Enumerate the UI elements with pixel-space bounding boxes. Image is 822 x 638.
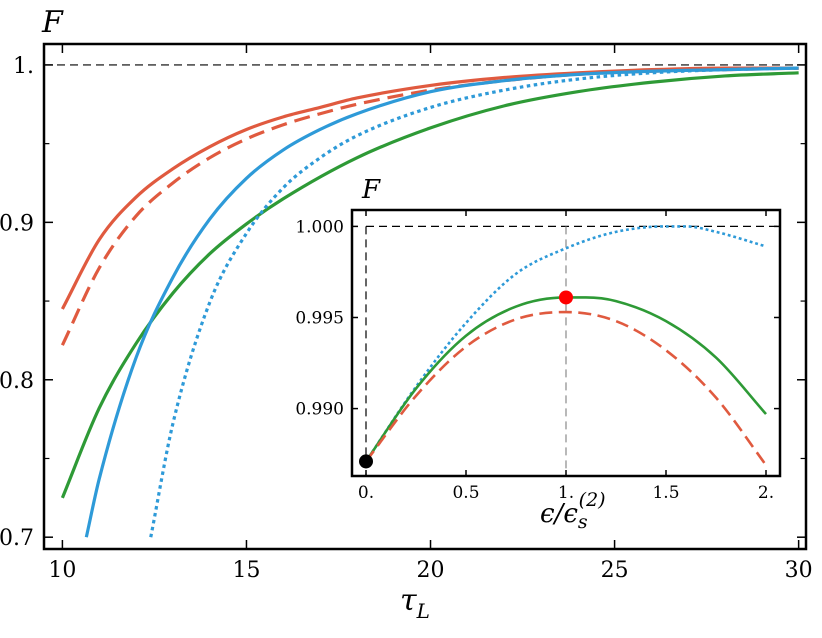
main-series bbox=[60, 66, 799, 538]
inset-x-ticks: 0. 0.5 1. 1.5 2. bbox=[358, 210, 774, 503]
main-y-tick-label: 1. bbox=[13, 54, 34, 79]
main-plot-frame bbox=[42, 42, 808, 551]
main-y-tick-label: 0.9 bbox=[0, 211, 34, 236]
main-y-tick-label: 0.8 bbox=[0, 369, 34, 394]
inset-series-line-3 bbox=[364, 310, 768, 466]
inset-series-line-2 bbox=[364, 296, 767, 463]
inset-y-ticks: 0.990 0.995 1.000 bbox=[295, 217, 780, 420]
inset-y-tick-label: 0.995 bbox=[295, 308, 344, 328]
marker-point-2 bbox=[559, 290, 573, 305]
inset-reference-lines bbox=[365, 225, 780, 476]
inset-markers bbox=[359, 290, 573, 469]
main-x-axis-title: τL bbox=[400, 583, 430, 623]
main-x-tick-label: 20 bbox=[417, 558, 445, 583]
main-x-tick-label: 15 bbox=[232, 558, 260, 583]
inset-x-tick-label: 0. bbox=[358, 483, 374, 503]
inset-x-tick-label: 1. bbox=[558, 483, 574, 503]
inset-y-axis-title: F bbox=[361, 175, 381, 205]
main-series-line-4 bbox=[84, 66, 799, 538]
inset-x-tick-label: 1.5 bbox=[652, 483, 679, 503]
inset-x-tick-label: 0.5 bbox=[452, 483, 479, 503]
main-y-axis-title: F bbox=[41, 5, 64, 40]
main-x-tick-label: 10 bbox=[48, 558, 76, 583]
inset-y-tick-label: 0.990 bbox=[295, 400, 344, 420]
main-y-tick-label: 0.7 bbox=[0, 526, 34, 551]
marker-point-1 bbox=[359, 454, 373, 469]
main-x-tick-label: 25 bbox=[601, 558, 629, 583]
inset-series bbox=[364, 225, 768, 466]
main-plot: 10 15 20 25 30 0.7 0.8 0.9 1. F τL bbox=[0, 5, 813, 623]
main-x-tick-label: 30 bbox=[785, 558, 813, 583]
main-x-ticks: 10 15 20 25 30 bbox=[48, 44, 813, 583]
main-series-line-3 bbox=[60, 71, 799, 499]
main-y-ticks: 0.7 0.8 0.9 1. bbox=[0, 54, 806, 551]
inset-y-tick-label: 1.000 bbox=[295, 217, 344, 237]
inset-x-tick-label: 2. bbox=[758, 483, 774, 503]
